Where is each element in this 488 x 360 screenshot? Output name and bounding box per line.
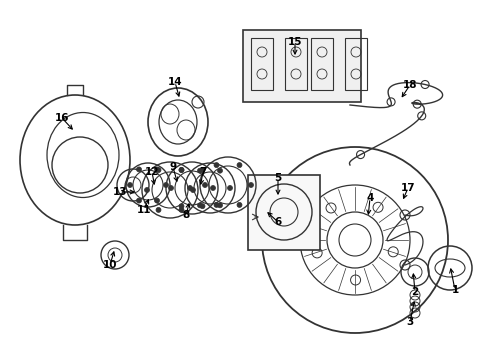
- Text: 10: 10: [102, 260, 117, 270]
- Circle shape: [217, 168, 222, 173]
- Bar: [285, 38, 306, 90]
- Text: 6: 6: [274, 217, 281, 227]
- Circle shape: [202, 183, 207, 188]
- Bar: [247, 175, 319, 250]
- Circle shape: [179, 167, 183, 172]
- Circle shape: [237, 163, 242, 168]
- Circle shape: [127, 183, 132, 188]
- Circle shape: [136, 198, 141, 203]
- Circle shape: [163, 183, 168, 188]
- Text: 17: 17: [400, 183, 414, 193]
- Text: 18: 18: [402, 80, 416, 90]
- Text: 16: 16: [55, 113, 69, 123]
- Circle shape: [190, 188, 195, 193]
- Text: 2: 2: [410, 287, 418, 297]
- Circle shape: [179, 168, 183, 172]
- Circle shape: [197, 168, 202, 173]
- Circle shape: [156, 207, 161, 212]
- Text: 12: 12: [144, 167, 159, 177]
- Text: 9: 9: [169, 162, 176, 172]
- Circle shape: [210, 185, 215, 190]
- Circle shape: [168, 185, 173, 190]
- Text: 14: 14: [167, 77, 182, 87]
- Text: 8: 8: [182, 210, 189, 220]
- Circle shape: [144, 188, 149, 193]
- Text: 4: 4: [366, 193, 373, 203]
- Circle shape: [248, 183, 253, 188]
- Bar: [243, 30, 360, 102]
- Text: 5: 5: [274, 173, 281, 183]
- Circle shape: [214, 202, 219, 207]
- Circle shape: [154, 198, 159, 203]
- Text: 13: 13: [113, 187, 127, 197]
- Circle shape: [200, 167, 204, 172]
- Circle shape: [197, 203, 202, 208]
- Circle shape: [237, 202, 242, 207]
- Circle shape: [179, 204, 183, 209]
- Bar: [250, 38, 272, 90]
- Circle shape: [227, 185, 232, 190]
- Text: 7: 7: [199, 167, 206, 177]
- Text: 15: 15: [287, 37, 302, 47]
- Circle shape: [214, 163, 219, 168]
- Circle shape: [179, 207, 183, 212]
- Text: 3: 3: [406, 317, 413, 327]
- Circle shape: [136, 167, 141, 172]
- Circle shape: [200, 204, 204, 209]
- Text: 11: 11: [137, 205, 151, 215]
- Circle shape: [187, 185, 192, 190]
- Circle shape: [156, 168, 161, 172]
- Circle shape: [217, 203, 222, 208]
- Bar: [345, 38, 366, 90]
- Text: 1: 1: [450, 285, 458, 295]
- Bar: [310, 38, 332, 90]
- Circle shape: [154, 167, 159, 172]
